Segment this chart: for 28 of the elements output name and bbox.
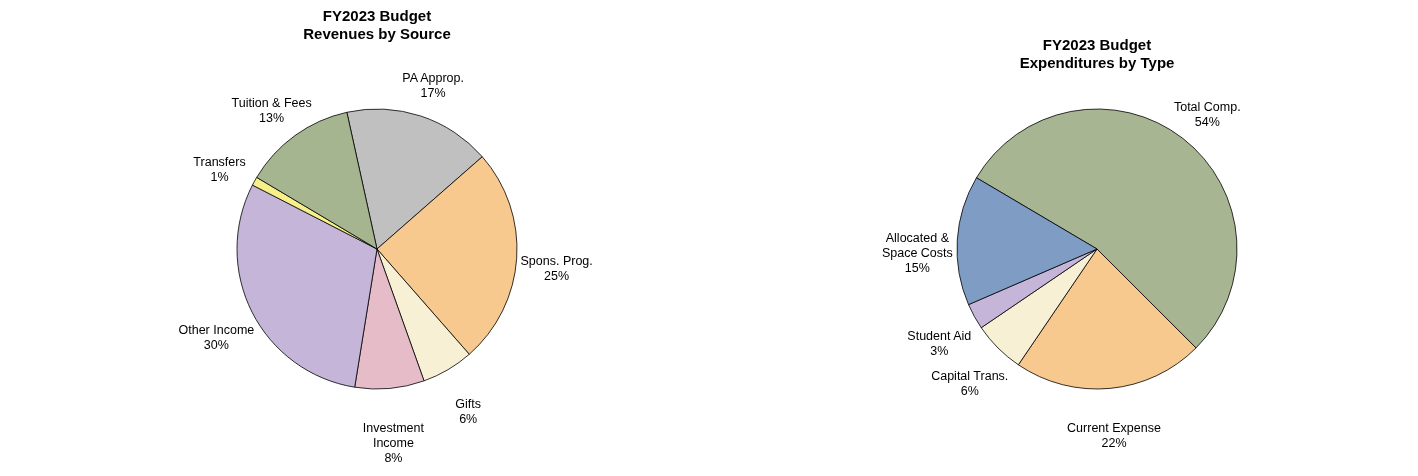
- chart-subtitle: Expenditures by Type: [1019, 53, 1175, 71]
- data-label: 30%: [203, 338, 229, 353]
- data-label: 15%: [904, 260, 930, 275]
- data-label: 8%: [384, 451, 403, 466]
- chart-title: FY2023 Budget: [1042, 35, 1152, 53]
- slice-label: Student Aid: [907, 328, 972, 343]
- slice-label: Other Income: [178, 323, 255, 338]
- data-label: 1%: [210, 169, 229, 184]
- slice-label: Transfers: [193, 154, 246, 169]
- slice-label: Capital Trans.: [931, 369, 1009, 384]
- data-label: 3%: [930, 343, 949, 358]
- chart-subtitle: Revenues by Source: [303, 24, 451, 42]
- data-label: 22%: [1101, 436, 1127, 451]
- data-label: 54%: [1194, 114, 1220, 129]
- data-label: 6%: [960, 384, 979, 399]
- data-label: 6%: [459, 412, 478, 427]
- chart-title: FY2023 Budget: [322, 6, 432, 24]
- slice-label: Current Expense: [1067, 421, 1161, 436]
- slice-label: Investment Income: [362, 421, 425, 451]
- data-label: 13%: [259, 111, 285, 126]
- data-label: 25%: [544, 268, 570, 283]
- slice-label: Allocated & Space Costs: [881, 230, 953, 260]
- slice-label: PA Approp.: [402, 70, 464, 85]
- slice-label: Tuition & Fees: [231, 96, 312, 111]
- slice-label: Gifts: [455, 397, 482, 412]
- data-label: 17%: [420, 85, 446, 100]
- slice-label: Total Comp.: [1173, 99, 1241, 114]
- slice-label: Spons. Prog.: [520, 253, 593, 268]
